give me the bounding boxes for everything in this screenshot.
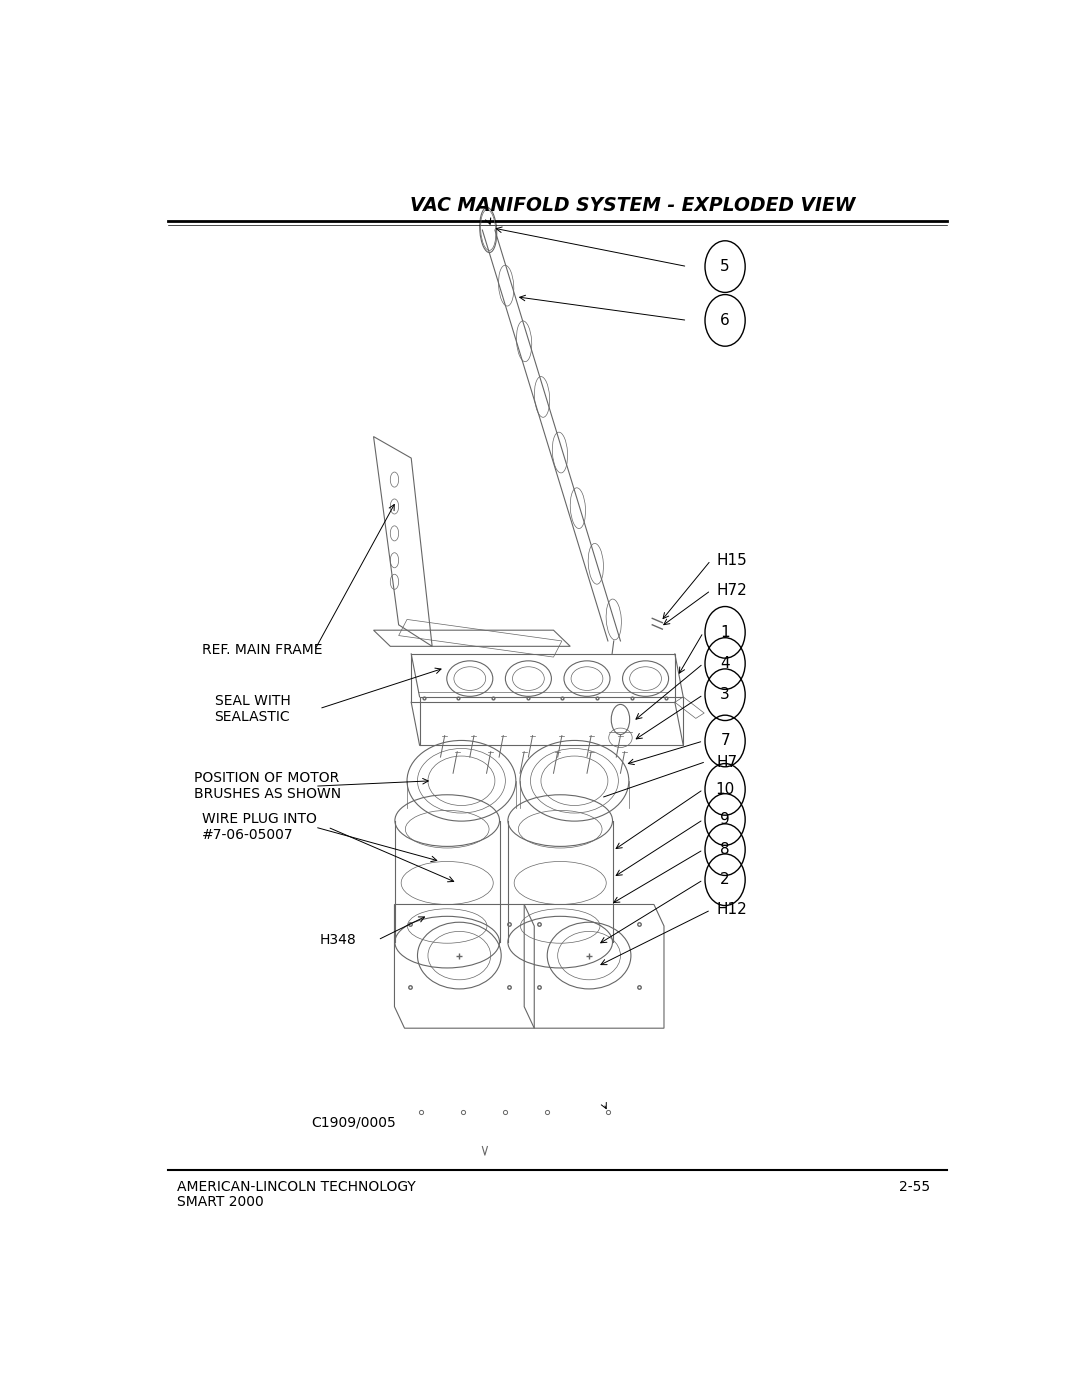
Text: AMERICAN-LINCOLN TECHNOLOGY: AMERICAN-LINCOLN TECHNOLOGY bbox=[177, 1180, 416, 1194]
Text: REF. MAIN FRAME: REF. MAIN FRAME bbox=[202, 643, 323, 657]
Text: H15: H15 bbox=[717, 553, 747, 567]
Text: H12: H12 bbox=[717, 902, 747, 918]
Text: H7: H7 bbox=[717, 754, 738, 770]
Text: 2: 2 bbox=[720, 872, 730, 887]
Text: POSITION OF MOTOR
BRUSHES AS SHOWN: POSITION OF MOTOR BRUSHES AS SHOWN bbox=[193, 771, 340, 802]
Text: 9: 9 bbox=[720, 812, 730, 827]
Text: 1: 1 bbox=[720, 624, 730, 640]
Text: H72: H72 bbox=[717, 583, 747, 598]
Text: 4: 4 bbox=[720, 657, 730, 671]
Text: 10: 10 bbox=[715, 782, 734, 796]
Text: SEAL WITH
SEALASTIC: SEAL WITH SEALASTIC bbox=[215, 694, 291, 724]
Text: WIRE PLUG INTO
#7-06-05007: WIRE PLUG INTO #7-06-05007 bbox=[202, 812, 316, 842]
Text: 2-55: 2-55 bbox=[899, 1180, 930, 1194]
Text: H348: H348 bbox=[320, 933, 356, 947]
Text: 6: 6 bbox=[720, 313, 730, 328]
Text: SMART 2000: SMART 2000 bbox=[177, 1196, 264, 1210]
Text: VAC MANIFOLD SYSTEM - EXPLODED VIEW: VAC MANIFOLD SYSTEM - EXPLODED VIEW bbox=[410, 196, 855, 215]
Text: 7: 7 bbox=[720, 733, 730, 749]
Text: 5: 5 bbox=[720, 258, 730, 274]
Text: 8: 8 bbox=[720, 842, 730, 858]
Text: C1909/0005: C1909/0005 bbox=[311, 1116, 395, 1130]
Text: 3: 3 bbox=[720, 687, 730, 703]
